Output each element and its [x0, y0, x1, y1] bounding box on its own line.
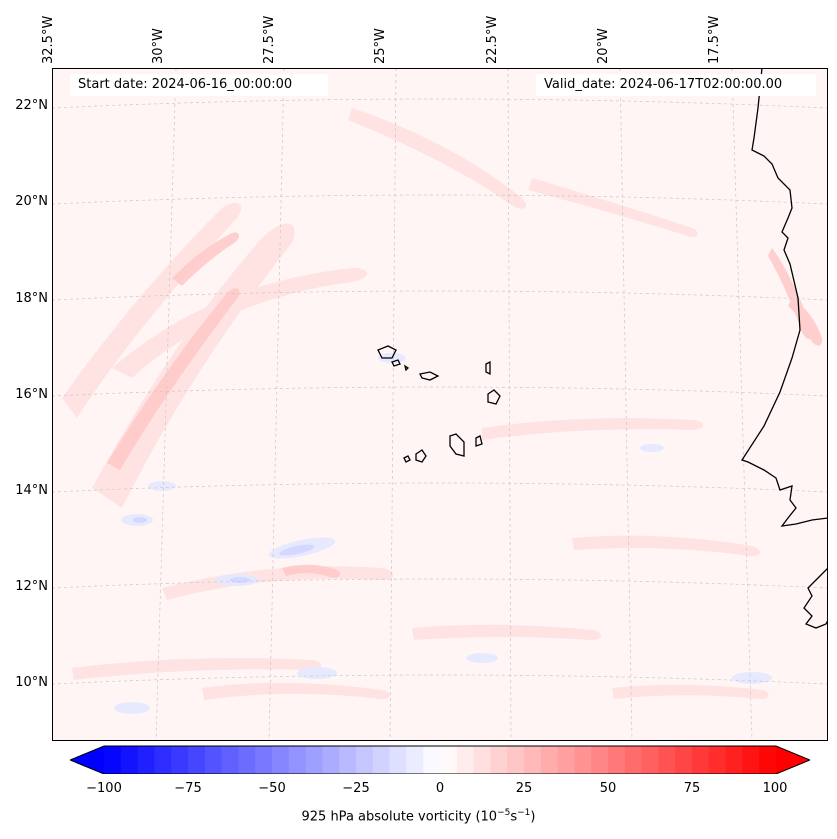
lon-label-32-5w: 32.5°W [41, 15, 56, 64]
colorbar-tick-minus-100: −100 [86, 781, 122, 796]
colorbar-tick-50: 50 [599, 781, 617, 796]
colorbar-tick-25: 25 [515, 781, 533, 796]
lat-label-18n: 18°N [15, 291, 48, 306]
colorbar-cell [574, 746, 592, 774]
colorbar-label: 925 hPa absolute vorticity (10−5s−1) [301, 808, 536, 825]
vorticity-map [52, 68, 828, 741]
colorbar-cell [372, 746, 391, 774]
colorbar-cell [540, 746, 559, 774]
colorbar-cell [692, 746, 710, 774]
colorbar-cell [272, 746, 290, 774]
stronger-positive-vorticity [107, 232, 823, 578]
colorbar-cell [104, 746, 122, 774]
colorbar-cell [238, 746, 256, 774]
start-date-label: Start date: 2024-06-16_00:00:00 [70, 74, 328, 96]
colorbar-tick-minus-50: −50 [258, 781, 286, 796]
colorbar-cell [339, 746, 357, 774]
map-frame [52, 68, 828, 741]
lat-label-22n: 22°N [15, 98, 48, 113]
west-africa-coastline [740, 68, 828, 527]
guinea-bissau-coastline [803, 567, 828, 629]
lon-label-17-5w: 17.5°W [707, 15, 722, 64]
colorbar-cell [591, 746, 609, 774]
cabo-verde-islands [377, 345, 501, 463]
lat-label-14n: 14°N [15, 483, 48, 498]
colorbar-cell [490, 746, 508, 774]
colorbar [70, 745, 810, 774]
colorbar-tick-100: 100 [762, 781, 788, 796]
colorbar-tick-75: 75 [683, 781, 701, 796]
colorbar-cell [204, 746, 223, 774]
valid-date-label: Valid_date: 2024-06-17T02:00:00.00 [536, 74, 816, 96]
colorbar-cell [658, 746, 676, 774]
lon-label-25w: 25°W [373, 28, 388, 64]
colorbar-cell [708, 746, 727, 774]
colorbar-cell [507, 746, 525, 774]
lon-label-30w: 30°W [151, 28, 166, 64]
colorbar-cell [524, 746, 542, 774]
colorbar-cell [557, 746, 575, 774]
lon-label-22-5w: 22.5°W [485, 15, 500, 64]
lat-label-20n: 20°N [15, 194, 48, 209]
colorbar-cell [288, 746, 307, 774]
lat-label-12n: 12°N [15, 579, 48, 594]
colorbar-cell [725, 746, 743, 774]
colorbar-cell [608, 746, 626, 774]
colorbar-cell [675, 746, 693, 774]
colorbar-cell [137, 746, 155, 774]
colorbar-cell [120, 746, 139, 774]
colorbar-cell [221, 746, 239, 774]
colorbar-extend-min [70, 746, 104, 774]
colorbar-cell [456, 746, 475, 774]
colorbar-tick-minus-75: −75 [174, 781, 202, 796]
colorbar-tick-0: 0 [435, 781, 445, 796]
colorbar-cell [423, 746, 441, 774]
colorbar-cell [473, 746, 491, 774]
colorbar-cell [641, 746, 659, 774]
lat-label-16n: 16°N [15, 387, 48, 402]
lon-label-27-5w: 27.5°W [262, 15, 277, 64]
colorbar-cell [171, 746, 189, 774]
colorbar-cell [154, 746, 172, 774]
colorbar-cell [406, 746, 424, 774]
lon-label-20w: 20°W [596, 28, 611, 64]
colorbar-cell [742, 746, 760, 774]
colorbar-cell [255, 746, 273, 774]
colorbar-cell [624, 746, 643, 774]
colorbar-cell [440, 746, 458, 774]
colorbar-cell [188, 746, 206, 774]
colorbar-cell [759, 746, 777, 774]
colorbar-cell [305, 746, 323, 774]
colorbar-cell [322, 746, 340, 774]
graticule [52, 68, 828, 741]
colorbar-tick-minus-25: −25 [342, 781, 370, 796]
colorbar-cell [389, 746, 407, 774]
colorbar-cell [356, 746, 374, 774]
colorbar-extend-max [776, 746, 810, 774]
lat-label-10n: 10°N [15, 675, 48, 690]
